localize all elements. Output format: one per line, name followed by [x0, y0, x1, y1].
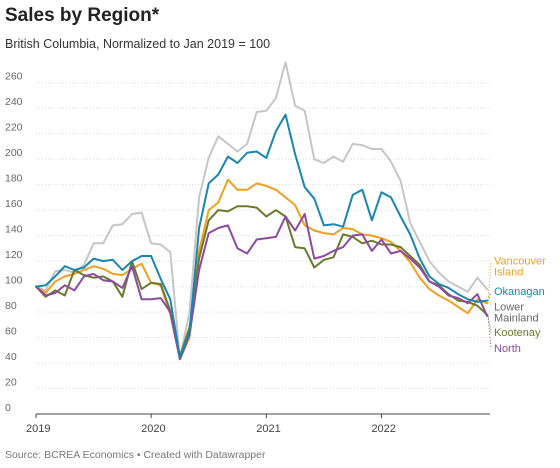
- y-tick-label: 140: [5, 224, 23, 236]
- x-tick-label: 2021: [256, 423, 280, 435]
- series-label: Vancouver Island: [494, 256, 546, 279]
- series-line-kootenay: [35, 205, 488, 358]
- label-connector: [487, 315, 492, 350]
- label-connector: [487, 261, 492, 304]
- series-line-lower-mainland: [35, 61, 488, 359]
- source-note: Source: BCREA Economics • Created with D…: [5, 449, 266, 461]
- series-label: Okanagan: [494, 286, 545, 298]
- y-tick-label: 220: [5, 122, 23, 134]
- y-tick-label: 100: [5, 275, 23, 287]
- series-line-okanagan: [35, 113, 488, 359]
- series-label: Lower Mainland: [494, 302, 539, 325]
- chart-title: Sales by Region*: [5, 5, 160, 26]
- y-tick-label: 240: [5, 96, 23, 108]
- x-tick-label: 2022: [371, 423, 395, 435]
- y-tick-label: 80: [5, 300, 17, 312]
- series-line-north: [35, 213, 488, 361]
- series-line-vancouver-island: [35, 178, 488, 361]
- y-tick-label: 260: [5, 71, 23, 83]
- y-tick-label: 180: [5, 173, 23, 185]
- label-connector: [487, 314, 492, 334]
- grid-layer: 0 20 40 60 80 100 120 140 160 180 200 220 240 260 2019…: [5, 71, 490, 435]
- chart-subtitle: British Columbia, Normalized to Jan 2019…: [5, 37, 271, 51]
- series-layer: [35, 61, 488, 361]
- y-tick-label: 160: [5, 198, 23, 210]
- series-label: Kootenay: [494, 327, 541, 339]
- y-tick-label: 200: [5, 147, 23, 159]
- y-tick-label: 0: [5, 402, 11, 414]
- y-tick-label: 60: [5, 326, 17, 338]
- x-tick-label: 2019: [26, 423, 50, 435]
- x-tick-label: 2020: [141, 423, 165, 435]
- y-tick-label: 20: [5, 377, 17, 389]
- series-label: North: [494, 343, 521, 355]
- label-layer: Vancouver Island Okanagan Lower Mainland Koot…: [487, 256, 546, 355]
- label-connector: [487, 289, 492, 308]
- y-tick-label: 120: [5, 249, 23, 261]
- y-tick-label: 40: [5, 351, 17, 363]
